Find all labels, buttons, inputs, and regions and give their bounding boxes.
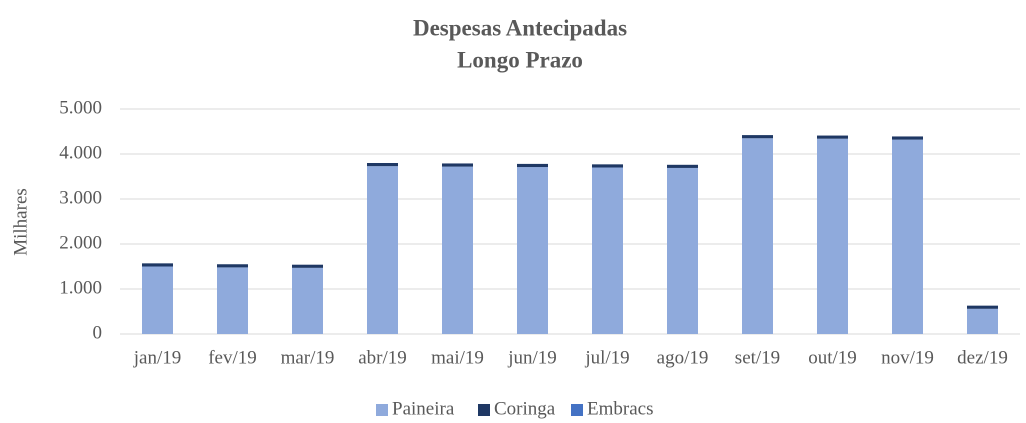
x-tick-label: jan/19 xyxy=(133,347,182,368)
legend-label: Embracs xyxy=(587,398,653,419)
bar-segment xyxy=(217,264,248,268)
bar-segment xyxy=(217,267,248,334)
y-tick-label: 2.000 xyxy=(59,232,102,253)
x-tick-label: dez/19 xyxy=(957,347,1008,368)
bar-segment xyxy=(592,164,623,168)
legend-swatch xyxy=(478,404,490,416)
x-tick-label: mar/19 xyxy=(281,347,335,368)
y-axis-label: Milhares xyxy=(10,188,31,256)
bar-segment xyxy=(292,264,323,268)
x-tick-label: out/19 xyxy=(808,347,857,368)
x-tick-label: jul/19 xyxy=(584,347,629,368)
chart-title: Despesas Antecipadas xyxy=(413,15,627,40)
x-tick-label: fev/19 xyxy=(208,347,257,368)
bar-segment xyxy=(742,138,773,334)
x-tick-label: mai/19 xyxy=(431,347,484,368)
bar-segment xyxy=(817,135,848,139)
y-tick-label: 1.000 xyxy=(59,277,102,298)
bar-segment xyxy=(442,163,473,167)
x-tick-label: ago/19 xyxy=(657,347,709,368)
y-tick-label: 5.000 xyxy=(59,97,102,118)
bar-segment xyxy=(817,138,848,334)
bar-segment xyxy=(367,166,398,334)
bar-segment xyxy=(892,139,923,334)
bar-segment xyxy=(442,166,473,334)
legend-label: Coringa xyxy=(494,398,556,419)
x-tick-label: set/19 xyxy=(735,347,780,368)
bar-segment xyxy=(667,164,698,168)
bar-segment xyxy=(517,167,548,334)
bar-segment xyxy=(892,136,923,140)
legend-swatch xyxy=(571,404,583,416)
y-tick-label: 0 xyxy=(93,322,103,343)
x-tick-label: abr/19 xyxy=(358,347,407,368)
bar-segment xyxy=(517,163,548,168)
bar-segment xyxy=(667,167,698,334)
x-tick-label: nov/19 xyxy=(881,347,934,368)
bar-segment xyxy=(967,308,998,334)
legend-label: Paineira xyxy=(392,398,455,419)
chart-subtitle: Longo Prazo xyxy=(457,47,583,72)
y-tick-label: 4.000 xyxy=(59,142,102,163)
bar-segment xyxy=(742,135,773,139)
bar-segment xyxy=(292,267,323,334)
bar-segment xyxy=(967,305,998,309)
x-tick-label: jun/19 xyxy=(507,347,557,368)
bar-segment xyxy=(142,263,173,267)
legend-swatch xyxy=(376,404,388,416)
y-tick-label: 3.000 xyxy=(59,187,102,208)
bar-segment xyxy=(142,266,173,334)
bar-segment xyxy=(367,163,398,167)
bar-segment xyxy=(592,167,623,334)
